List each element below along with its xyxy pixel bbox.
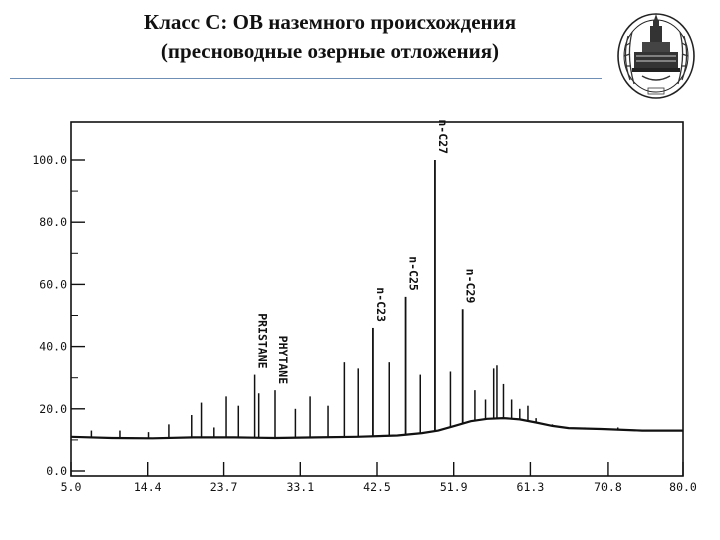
- x-tick-label: 70.8: [594, 480, 622, 494]
- x-tick-label: 51.9: [440, 480, 468, 494]
- university-crest-icon: [617, 13, 695, 99]
- y-tick-label: 100.0: [32, 153, 67, 167]
- title-line-1: Класс С: ОВ наземного происхождения: [143, 10, 517, 34]
- x-tick-label: 80.0: [669, 480, 697, 494]
- x-axis: 5.0 14.4 23.7 33.1 42.5 51.9 61.3 70.8 80.0: [61, 462, 697, 494]
- peak-label: n-C23: [374, 287, 388, 322]
- peak-label: n-C29: [464, 269, 478, 304]
- peak-label: n-C25: [407, 256, 421, 291]
- peak-label: n-C27: [436, 119, 450, 154]
- title-line-2: (пресноводные озерные отложения): [160, 39, 500, 63]
- y-tick-label: 0.0: [46, 464, 67, 478]
- y-axis: 0.0 20.0 40.0 60.0 80.0 100.0: [32, 153, 85, 478]
- peak-label: PHYTANE: [276, 336, 290, 385]
- title-divider: [10, 78, 602, 79]
- baseline-trace: [70, 416, 683, 440]
- slide-title: Класс С: ОВ наземного происхождения (пре…: [40, 8, 620, 66]
- y-tick-label: 60.0: [39, 277, 67, 291]
- x-tick-label: 42.5: [363, 480, 391, 494]
- y-tick-label: 40.0: [39, 340, 67, 354]
- x-tick-label: 33.1: [286, 480, 314, 494]
- x-tick-label: 23.7: [210, 480, 238, 494]
- y-tick-label: 80.0: [39, 215, 67, 229]
- peak-annotations: PRISTANE PHYTANE n-C23 n-C25 n-C27 n-C29: [256, 119, 478, 384]
- chromatogram-chart: 0.0 20.0 40.0 60.0 80.0 100.0 5.0 14.4 23.7 33.1…: [32, 119, 697, 494]
- x-tick-label: 61.3: [517, 480, 545, 494]
- peak-series: [90, 160, 619, 439]
- y-tick-label: 20.0: [39, 402, 67, 416]
- x-tick-label: 14.4: [134, 480, 162, 494]
- peak-label: PRISTANE: [256, 313, 270, 368]
- x-tick-label: 5.0: [61, 480, 82, 494]
